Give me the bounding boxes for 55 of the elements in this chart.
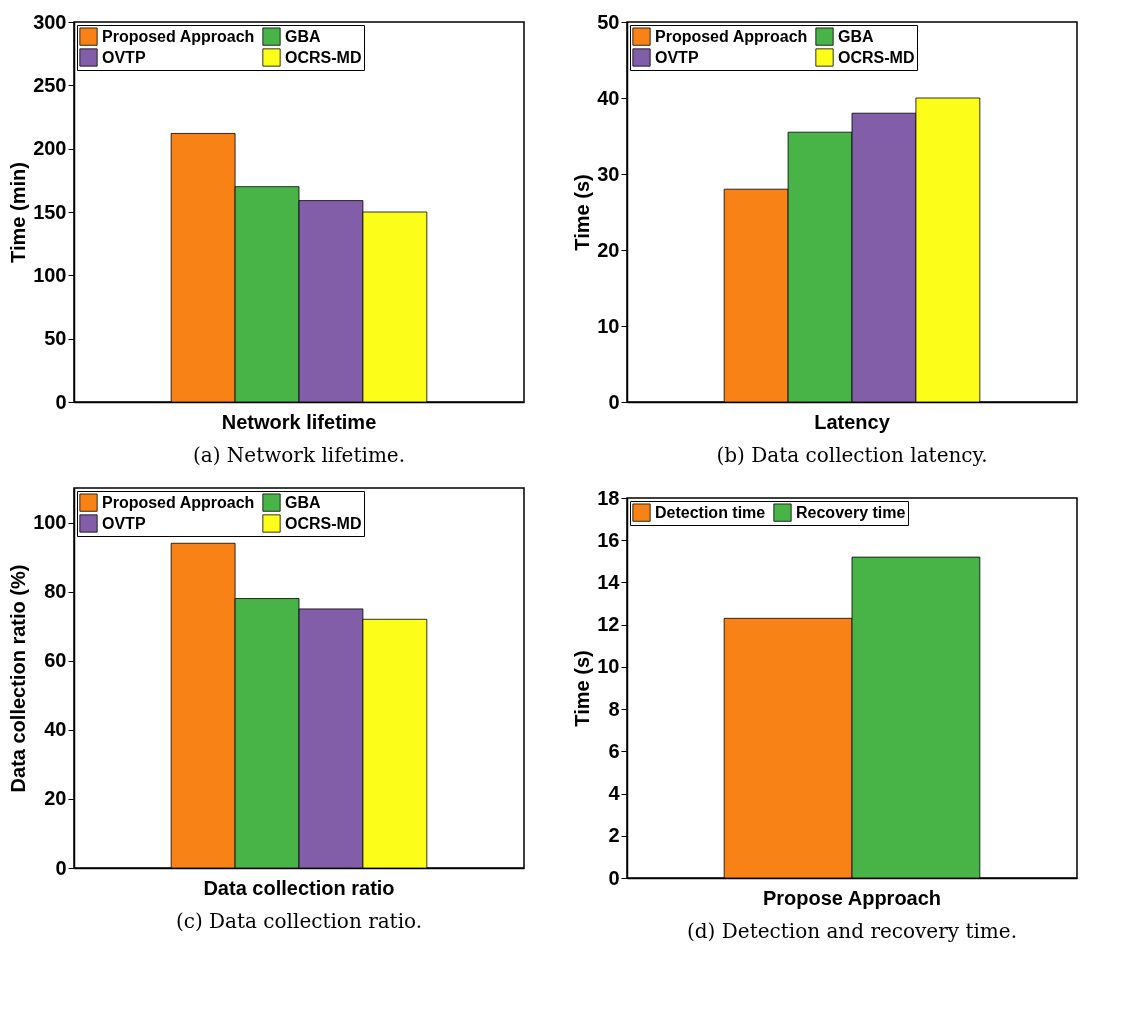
y-tick-label: 14: [597, 570, 621, 593]
legend-label: OVTP: [102, 514, 146, 532]
y-axis-title: Time (s): [571, 174, 594, 251]
x-tick-label: Propose Approach: [762, 886, 942, 909]
y-tick-label: 10: [597, 314, 620, 337]
y-tick-label: 60: [44, 649, 67, 672]
x-tick-label: Network lifetime: [221, 410, 377, 433]
legend-label: Proposed Approach: [102, 493, 255, 511]
y-tick-label: 300: [33, 10, 67, 33]
legend-label: Proposed Approach: [655, 27, 808, 45]
y-tick-label: 50: [597, 10, 620, 33]
y-tick-label: 0: [608, 390, 620, 413]
text: (b) Data collection latency.: [716, 443, 988, 467]
y-tick-label: 10: [597, 655, 620, 678]
y-tick-label: 150: [33, 200, 67, 223]
y-tick-label: 8: [608, 697, 620, 720]
y-axis-title: Time (s): [571, 650, 594, 727]
legend-label: GBA: [285, 27, 321, 45]
y-tick-label: 0: [608, 866, 620, 889]
legend-label: Proposed Approach: [102, 27, 255, 45]
legend-label: Recovery time: [796, 503, 906, 521]
y-tick-label: 200: [33, 137, 67, 160]
text: (a) Network lifetime.: [192, 443, 406, 467]
y-tick-label: 6: [608, 739, 620, 762]
y-tick-label: 100: [33, 263, 67, 286]
legend-label: GBA: [285, 493, 321, 511]
y-tick-label: 40: [597, 86, 620, 109]
y-tick-label: 0: [55, 390, 67, 413]
y-tick-label: 40: [44, 718, 67, 741]
y-tick-label: 30: [597, 162, 620, 185]
legend-label: OCRS-MD: [285, 48, 362, 66]
y-tick-label: 2: [608, 824, 620, 847]
legend-label: OCRS-MD: [285, 514, 362, 532]
x-tick-label: Latency: [814, 410, 891, 433]
y-tick-label: 80: [44, 580, 67, 603]
text: (c) Data collection ratio.: [175, 909, 423, 933]
y-tick-label: 16: [597, 528, 620, 551]
y-axis-title: Data collection ratio (%): [7, 564, 30, 793]
legend-label: OVTP: [655, 48, 699, 66]
legend-label: OCRS-MD: [838, 48, 915, 66]
y-tick-label: 250: [33, 73, 67, 96]
y-tick-label: 12: [597, 613, 620, 636]
legend-label: GBA: [838, 27, 874, 45]
legend-label: OVTP: [102, 48, 146, 66]
y-tick-label: 100: [33, 511, 67, 534]
text: (d) Detection and recovery time.: [687, 919, 1017, 943]
y-tick-label: 20: [597, 238, 620, 261]
x-tick-label: Data collection ratio: [203, 876, 395, 899]
y-tick-label: 0: [55, 856, 67, 879]
y-tick-label: 20: [44, 787, 67, 810]
y-tick-label: 50: [44, 327, 67, 350]
y-axis-title: Time (min): [7, 162, 30, 263]
y-tick-label: 18: [597, 486, 620, 509]
y-tick-label: 4: [608, 782, 621, 805]
legend-label: Detection time: [655, 503, 766, 521]
